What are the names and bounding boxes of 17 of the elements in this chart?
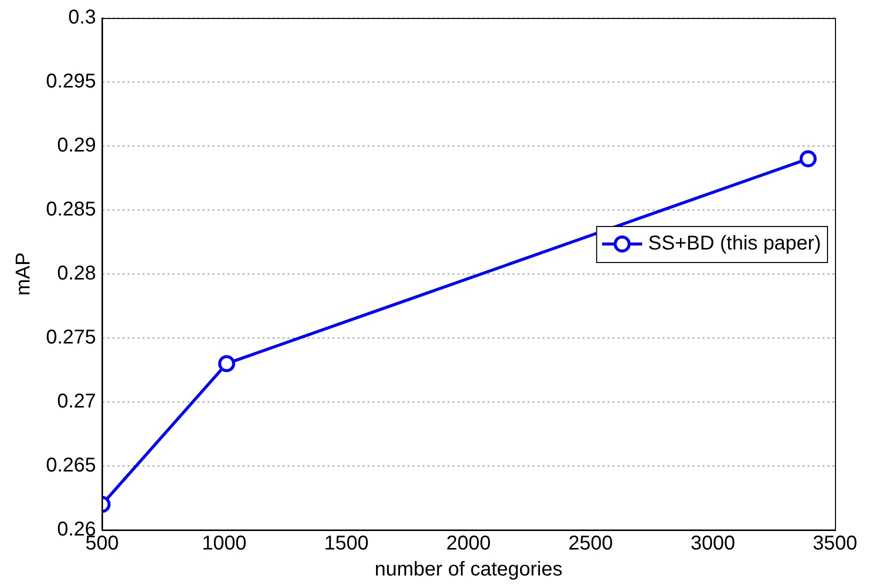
x-tick-label: 1000 — [202, 532, 246, 555]
x-tick-label: 2500 — [568, 532, 613, 555]
x-tick-label: 3500 — [812, 532, 858, 555]
x-axis-title: number of categories — [374, 558, 562, 581]
x-tick-label: 3000 — [690, 532, 736, 555]
y-tick-label: 0.275 — [46, 326, 96, 349]
y-tick-label: 0.29 — [57, 134, 96, 157]
x-tick-label: 2000 — [446, 532, 491, 555]
x-tick-label: 1500 — [324, 532, 369, 555]
y-tick-label: 0.27 — [57, 390, 96, 413]
y-axis-title: mAP — [12, 252, 35, 296]
y-tick-label: 0.3 — [68, 6, 96, 29]
y-tick-label: 0.265 — [46, 454, 96, 477]
y-tick-label: 0.28 — [57, 262, 96, 285]
y-tick-label: 0.295 — [46, 70, 96, 93]
y-tick-label: 0.285 — [46, 198, 96, 221]
legend-label: SS+BD (this paper) — [648, 232, 822, 255]
